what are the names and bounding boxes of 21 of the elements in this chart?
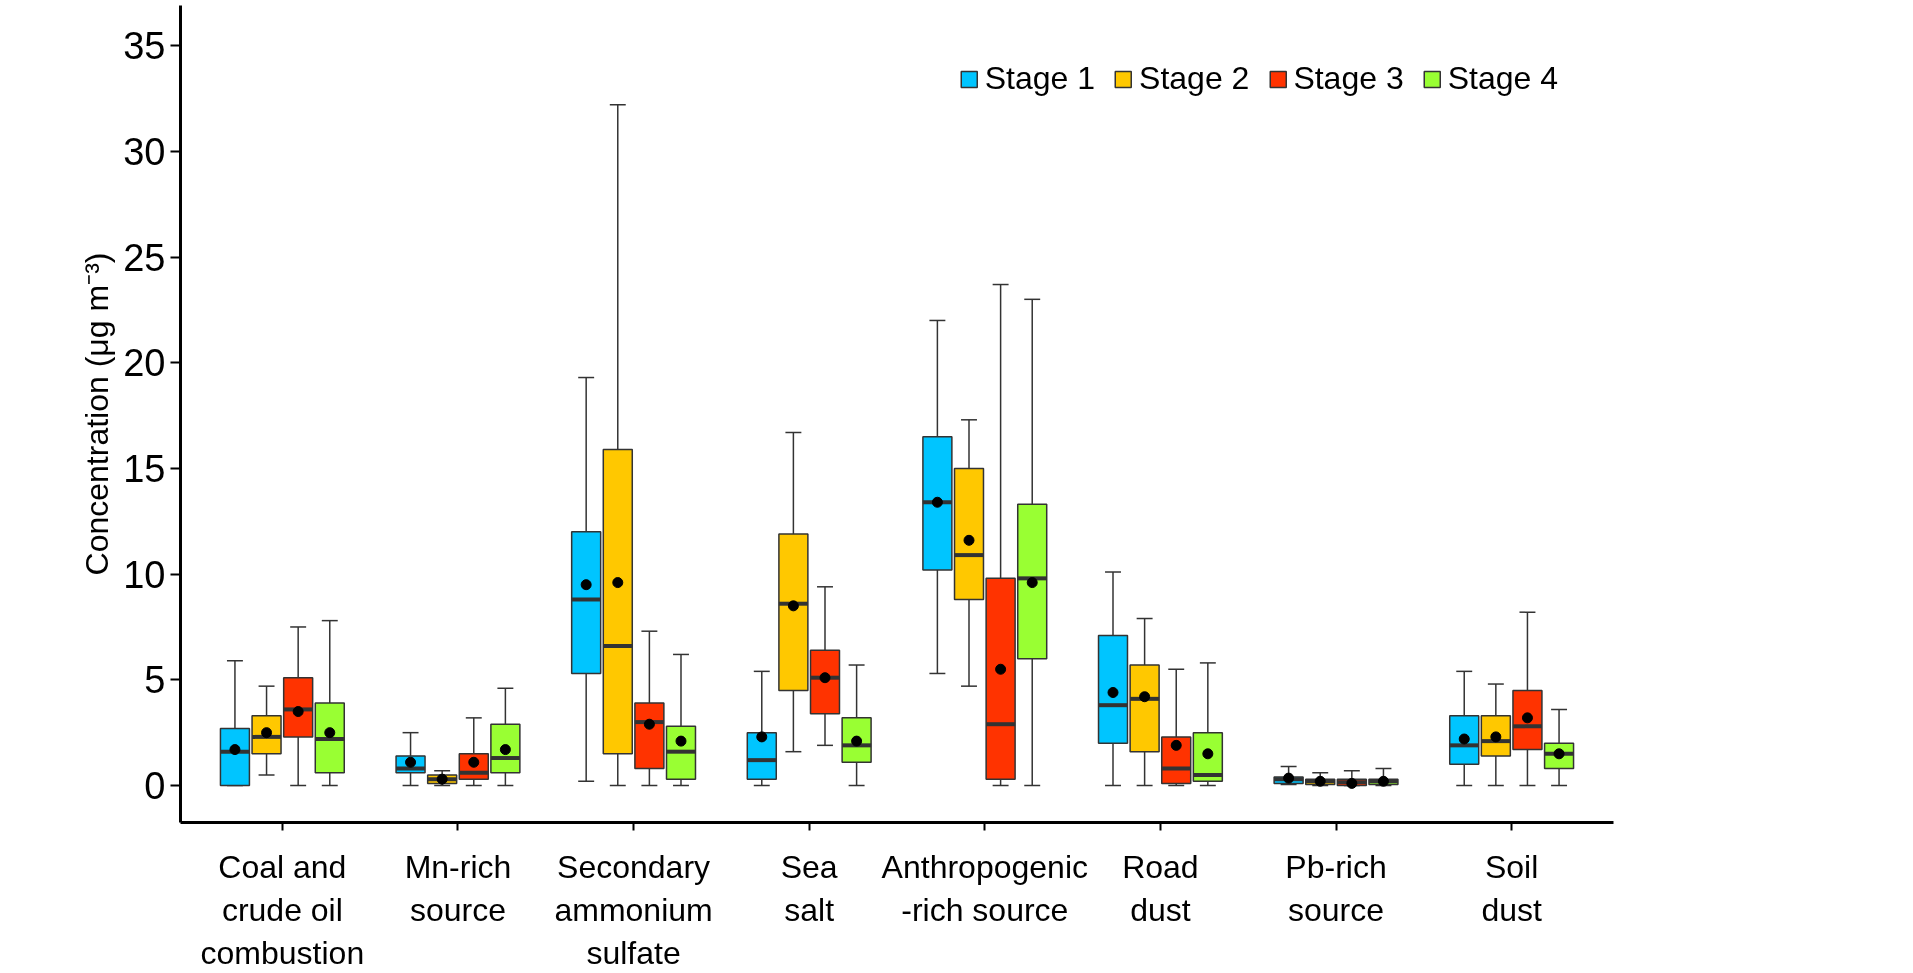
x-tick-label: Mn-rich source (404, 848, 512, 928)
x-tick-label: Road dust (1122, 848, 1199, 928)
x-tick-label: Soil dust (1481, 848, 1542, 928)
y-tick-label: 0 (144, 765, 166, 808)
legend-label: Stage 4 (1447, 60, 1558, 97)
x-tick-label: Coal and crude oil combustion (200, 848, 365, 971)
x-tick-label: Sea salt (780, 848, 838, 928)
y-tick-label: 5 (144, 659, 166, 702)
x-tick-label: Pb-rich source (1285, 848, 1387, 928)
x-tick-label: Anthropogenic -rich source (881, 848, 1088, 928)
y-tick-label: 35 (123, 25, 166, 68)
y-tick-label: 25 (123, 236, 166, 279)
legend-label: Stage 3 (1293, 60, 1404, 97)
y-tick-label: 10 (123, 553, 166, 596)
legend-label: Stage 1 (984, 60, 1096, 97)
y-tick-label: 20 (123, 342, 166, 385)
y-axis-title: Concentration (μg m⁻³) (79, 252, 116, 576)
x-tick-label: Secondary ammonium sulfate (554, 848, 713, 971)
y-tick-label: 30 (123, 130, 166, 173)
legend-label: Stage 2 (1139, 60, 1250, 97)
y-tick-label: 15 (123, 447, 166, 490)
